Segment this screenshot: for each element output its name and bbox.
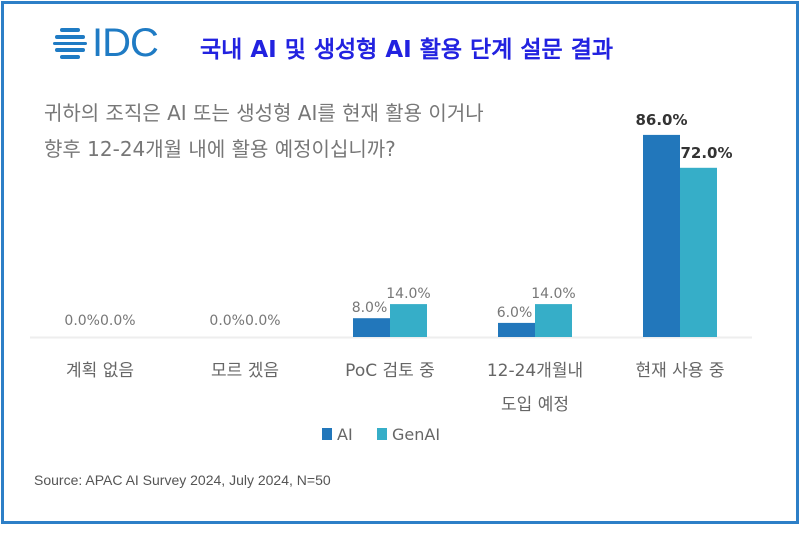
category-label: 12-24개월내 <box>487 361 583 381</box>
survey-question: 귀하의 조직은 AI 또는 생성형 AI를 현재 활용 이거나 향후 12-24… <box>44 95 484 167</box>
question-line: 향후 12-24개월 내에 활용 예정이십니까? <box>44 137 396 161</box>
data-label: 8.0% <box>352 300 388 316</box>
question-line: 귀하의 조직은 AI 또는 생성형 AI를 현재 활용 이거나 <box>44 101 484 125</box>
data-label: 6.0% <box>497 305 533 321</box>
data-label: 0.0%0.0% <box>64 313 135 329</box>
source-note: Source: APAC AI Survey 2024, July 2024, … <box>34 472 331 488</box>
category-label: 계획 없음 <box>66 361 134 381</box>
bar-genai <box>535 304 572 337</box>
legend-swatch-ai <box>322 428 332 440</box>
data-label: 0.0%0.0% <box>209 313 280 329</box>
idc-logo: IDC <box>52 21 159 65</box>
category-label: 도입 예정 <box>501 395 569 415</box>
bar-ai <box>643 134 680 337</box>
category-label: 모르 겠음 <box>211 361 279 381</box>
data-label: 72.0% <box>680 144 732 162</box>
bar-ai <box>498 322 535 337</box>
data-label: 14.0% <box>386 286 430 302</box>
legend-swatch-genai <box>377 428 387 440</box>
data-label: 14.0% <box>531 286 575 302</box>
chart-frame <box>1 1 799 524</box>
bar-genai <box>680 167 717 337</box>
logo-text: IDC <box>92 21 159 65</box>
bar-ai <box>353 318 390 337</box>
page-title: 국내 AI 및 생성형 AI 활용 단계 설문 결과 <box>200 37 614 63</box>
legend-label: GenAI <box>392 425 440 444</box>
data-label: 86.0% <box>635 111 687 129</box>
category-label: 현재 사용 중 <box>635 361 724 381</box>
category-label: PoC 검토 중 <box>345 361 435 381</box>
globe-icon <box>53 28 87 59</box>
bar-genai <box>390 304 427 337</box>
legend-label: AI <box>337 425 353 444</box>
